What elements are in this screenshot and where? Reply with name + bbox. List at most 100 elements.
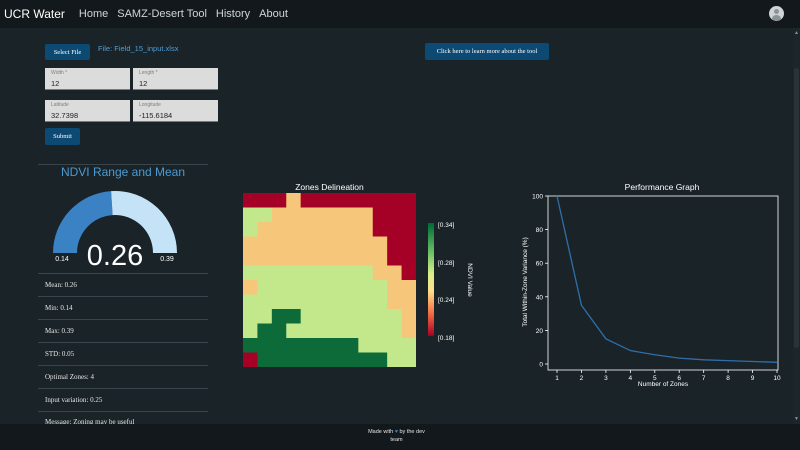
zone-cell <box>387 352 403 367</box>
zones-title: Zones Delineation <box>295 182 364 192</box>
zone-cell <box>343 323 359 339</box>
zone-cell <box>271 193 287 208</box>
zone-cell <box>387 236 403 252</box>
zone-cell <box>243 207 258 223</box>
zone-cell <box>271 280 287 295</box>
zone-cell <box>343 294 359 310</box>
stat-message: Message: Zoning may be useful <box>45 418 135 426</box>
colorbar-tick-1: [0.34] <box>438 222 454 229</box>
nav-about[interactable]: About <box>259 8 288 20</box>
zone-cell <box>315 323 330 339</box>
zone-cell <box>257 323 273 339</box>
zone-cell <box>387 207 403 223</box>
zone-cell <box>343 236 359 252</box>
x-tick-label: 1 <box>555 375 559 382</box>
zone-cell <box>387 338 403 353</box>
zone-cell <box>372 338 388 353</box>
x-tick-label: 4 <box>629 375 633 382</box>
zone-cell <box>329 309 345 324</box>
y-tick-label: 80 <box>536 227 544 234</box>
footer-by-dev: by the dev <box>399 429 425 435</box>
user-avatar-icon[interactable] <box>769 6 784 21</box>
scroll-down-icon[interactable]: ▼ <box>794 416 799 422</box>
zone-cell <box>372 193 388 208</box>
zone-cell <box>315 265 330 281</box>
nav-home[interactable]: Home <box>78 8 109 20</box>
zone-cell <box>243 280 258 295</box>
zone-cell <box>358 294 374 310</box>
x-tick-label: 10 <box>773 375 781 382</box>
zone-cell <box>271 265 287 281</box>
nav-samz-desert-tool[interactable]: SAMZ-Desert Tool <box>117 8 207 20</box>
zone-cell <box>343 222 359 237</box>
latitude-value[interactable]: 32.7398 <box>51 111 79 120</box>
zone-cell <box>315 338 330 353</box>
performance-title: Performance Graph <box>624 182 700 192</box>
zone-cell <box>329 323 345 339</box>
zone-cell <box>271 309 287 324</box>
width-value[interactable]: 12 <box>51 79 60 88</box>
zone-cell <box>343 193 359 208</box>
brand-logo[interactable]: UCR Water <box>4 7 65 21</box>
scroll-up-icon[interactable]: ▲ <box>794 30 799 36</box>
zone-cell <box>257 294 273 310</box>
length-field[interactable]: Length * 12 <box>133 68 218 90</box>
zone-cell <box>343 309 359 324</box>
zone-cell <box>243 352 258 367</box>
stat-std: STD: 0.05 <box>45 350 75 358</box>
file-name-label: File: Field_15_input.xlsx <box>98 44 179 53</box>
zone-cell <box>300 207 316 223</box>
zone-cell <box>372 294 388 310</box>
zone-cell <box>372 222 388 237</box>
longitude-value[interactable]: -115.6184 <box>139 111 173 120</box>
zone-cell <box>329 222 345 237</box>
zone-cell <box>257 251 273 266</box>
y-tick-label: 60 <box>536 261 544 268</box>
y-tick-label: 20 <box>536 328 544 335</box>
divider <box>38 388 208 389</box>
zone-cell <box>257 338 273 353</box>
zone-cell <box>401 352 416 367</box>
zone-cell <box>343 280 359 295</box>
zones-colorbar: [0.34] [0.28] [0.24] [0.18] NDVI Value <box>428 222 473 342</box>
zone-cell <box>315 222 330 237</box>
latitude-field[interactable]: Latitude 32.7398 <box>45 100 130 122</box>
select-file-button[interactable]: Select File <box>45 44 90 60</box>
zone-cell <box>329 280 345 295</box>
zone-cell <box>329 193 345 208</box>
scrollbar-thumb[interactable] <box>794 68 799 348</box>
zone-cell <box>271 251 287 266</box>
length-value[interactable]: 12 <box>139 79 148 88</box>
zone-cell <box>329 338 345 353</box>
zone-cell <box>387 222 403 237</box>
submit-button[interactable]: Submit <box>45 128 80 145</box>
zone-cell <box>271 323 287 339</box>
zone-cell <box>358 251 374 266</box>
zone-cell <box>372 251 388 266</box>
zone-cell <box>257 265 273 281</box>
zone-cell <box>372 309 388 324</box>
longitude-label: Longitude <box>139 102 161 108</box>
x-tick-label: 8 <box>726 375 730 382</box>
zone-cell <box>329 207 345 223</box>
divider <box>38 342 208 343</box>
longitude-field[interactable]: Longitude -115.6184 <box>133 100 218 122</box>
zone-cell <box>286 294 302 310</box>
zone-cell <box>271 236 287 252</box>
footer-made-with: Made with <box>368 429 394 435</box>
divider <box>38 319 208 320</box>
nav-history[interactable]: History <box>215 8 251 20</box>
zone-cell <box>315 309 330 324</box>
zone-cell <box>286 222 302 237</box>
learn-more-button[interactable]: Click here to learn more about the tool <box>425 43 549 60</box>
zone-cell <box>401 207 416 223</box>
zone-cell <box>300 280 316 295</box>
zone-cell <box>401 280 416 295</box>
zone-cell <box>358 236 374 252</box>
zone-cell <box>243 323 258 339</box>
zone-cell <box>329 352 345 367</box>
zone-cell <box>300 309 316 324</box>
width-field[interactable]: Width * 12 <box>45 68 130 90</box>
zone-cell <box>243 222 258 237</box>
zone-cell <box>387 265 403 281</box>
